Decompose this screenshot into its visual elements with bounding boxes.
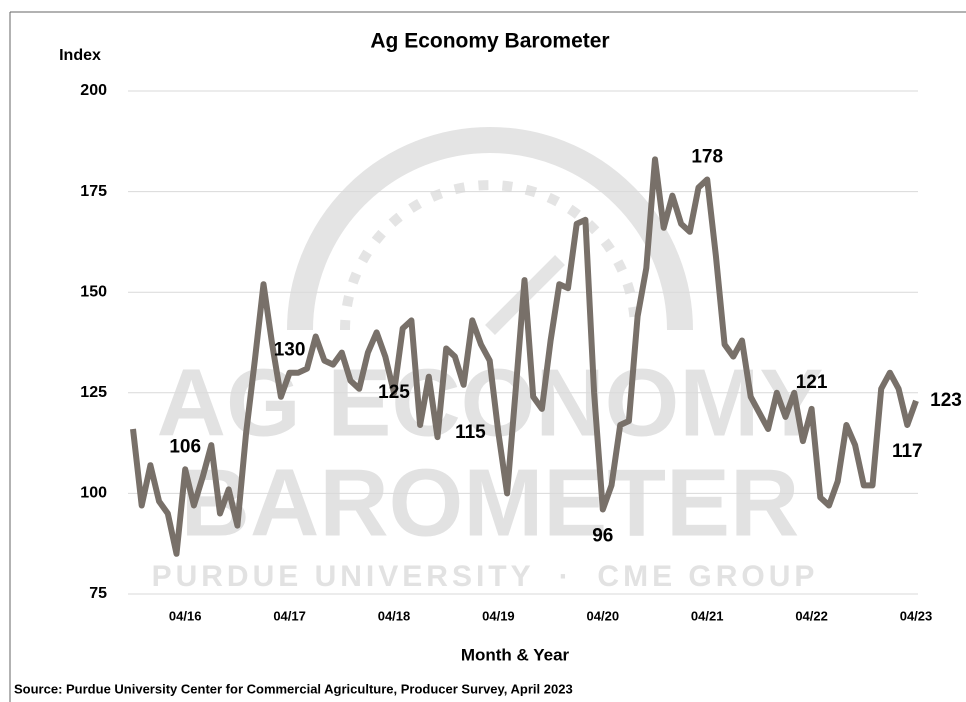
y-tick-label: 200	[80, 82, 107, 99]
data-label: 121	[796, 372, 828, 393]
data-label: 125	[378, 382, 410, 403]
x-tick-label: 04/21	[691, 608, 724, 623]
data-label: 178	[691, 147, 723, 168]
y-tick-label: 125	[80, 384, 107, 401]
chart: AG ECONOMY BAROMETER PURDUE UNIVERSITY ·…	[0, 0, 966, 702]
x-tick-label: 04/20	[587, 608, 620, 623]
watermark-gauge	[300, 140, 680, 330]
chart-title: Ag Economy Barometer	[370, 30, 609, 53]
y-tick-label: 75	[89, 585, 107, 602]
data-label: 115	[455, 422, 486, 443]
data-label: 123	[930, 390, 962, 411]
x-tick-label: 04/19	[482, 608, 515, 623]
x-axis-label: Month & Year	[461, 645, 570, 664]
y-tick-label: 100	[80, 485, 107, 502]
watermark-text: BAROMETER	[181, 449, 800, 556]
y-axis-label: Index	[59, 47, 101, 64]
x-tick-label: 04/16	[169, 608, 202, 623]
x-tick-label: 04/18	[378, 608, 411, 623]
data-label: 106	[169, 436, 201, 457]
data-label: 117	[892, 441, 923, 462]
x-tick-label: 04/17	[273, 608, 306, 623]
x-tick-label: 04/23	[900, 608, 933, 623]
watermark-text: PURDUE UNIVERSITY · CME GROUP	[152, 560, 819, 593]
data-label: 96	[592, 526, 613, 547]
data-label: 130	[274, 340, 306, 361]
x-tick-label: 04/22	[795, 608, 828, 623]
y-tick-label: 150	[80, 283, 107, 300]
y-tick-label: 175	[80, 183, 107, 200]
source-note: Source: Purdue University Center for Com…	[14, 681, 573, 696]
